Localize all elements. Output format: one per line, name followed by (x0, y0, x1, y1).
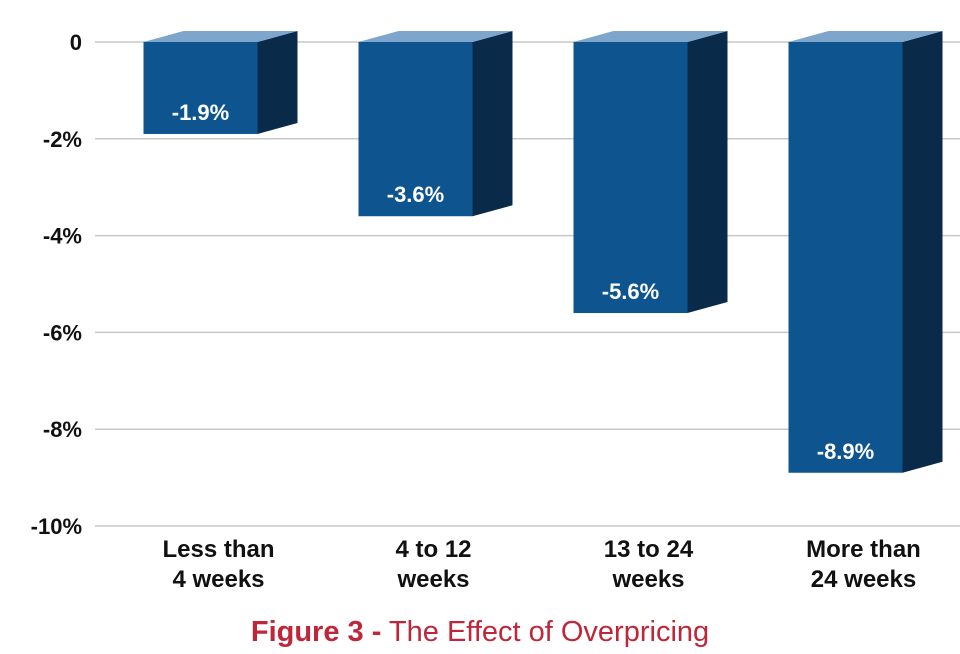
bar-top (788, 31, 943, 42)
bar-side (257, 31, 298, 134)
y-tick-label: -2% (43, 127, 82, 152)
data-label: -5.6% (602, 279, 659, 304)
x-category-label: 13 to 24 (604, 536, 694, 563)
x-category-label: Less than (162, 536, 274, 563)
bar-group: -5.6% (573, 31, 728, 314)
bar-chart: 0 -2% -4% -6% -8% -10% -1.9% -3.6% -5.6% -8.9% L… (31, 30, 960, 593)
bar (143, 42, 258, 134)
bar-top (358, 31, 513, 42)
data-label: -3.6% (387, 182, 444, 207)
x-category-label: weeks (396, 566, 469, 593)
bar-top (143, 31, 298, 42)
y-tick-label: 0 (70, 30, 82, 55)
data-label: -1.9% (172, 100, 229, 125)
data-label: -8.9% (817, 439, 874, 464)
bar-group: -8.9% (788, 31, 943, 473)
figure-caption: Figure 3 - The Effect of Overpricing (0, 616, 960, 649)
y-axis-ticks: 0 -2% -4% -6% -8% -10% (31, 30, 82, 539)
caption-text: The Effect of Overpricing (388, 616, 710, 648)
x-category-label: weeks (611, 566, 684, 593)
y-tick-label: -6% (43, 320, 82, 345)
x-category-label: More than (806, 536, 921, 563)
bar-side (902, 31, 943, 473)
bar-side (472, 31, 513, 217)
bar (573, 42, 688, 314)
y-tick-label: -8% (43, 417, 82, 442)
x-axis-categories: Less than 4 weeks 4 to 12 weeks 13 to 24 week… (162, 536, 920, 593)
caption-label: Figure 3 - (250, 616, 382, 648)
bar (358, 42, 473, 217)
bars: -1.9% -3.6% -5.6% -8.9% (143, 31, 943, 473)
bar-top (573, 31, 728, 42)
x-category-label: 4 to 12 (395, 536, 471, 563)
bar-group: -1.9% (143, 31, 298, 134)
x-category-label: 24 weeks (811, 566, 916, 593)
x-category-label: 4 weeks (172, 566, 264, 593)
bar-group: -3.6% (358, 31, 513, 217)
bar (788, 42, 903, 473)
bar-side (687, 31, 728, 314)
y-tick-label: -4% (43, 224, 82, 249)
y-tick-label: -10% (31, 514, 82, 539)
